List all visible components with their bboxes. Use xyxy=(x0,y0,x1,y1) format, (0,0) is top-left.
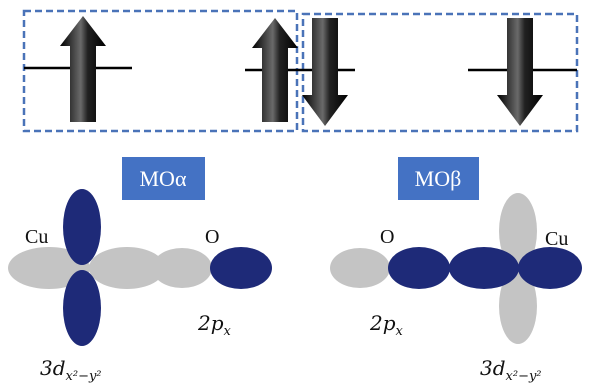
atom-label: Cu xyxy=(25,226,48,248)
orbital-label: 3dx²−y² xyxy=(40,356,102,384)
orbital-sub: x²−y² xyxy=(66,369,102,384)
orbital-sub: x xyxy=(224,324,232,339)
orbital-label: 2px xyxy=(369,311,404,339)
orbitals-left xyxy=(8,189,272,346)
orbital-label: 2px xyxy=(197,311,232,339)
orbital-main: 2p xyxy=(197,311,224,335)
orbitals-right xyxy=(330,193,582,344)
atom-label: O xyxy=(205,226,219,248)
diagram: MOα MOβ Cu O O Cu 2px 2px 3dx²−y² 3dx²−y… xyxy=(0,0,591,387)
energy-levels xyxy=(24,68,577,70)
atom-label: Cu xyxy=(545,228,568,250)
atom-label: O xyxy=(380,226,394,248)
mo-label: MOα xyxy=(140,166,187,191)
mo-label: MOβ xyxy=(415,166,462,191)
orbital-sub: x xyxy=(396,324,404,339)
orbital-main: 3d xyxy=(480,356,506,380)
orbital-label: 3dx²−y² xyxy=(480,356,542,384)
orbital-sub: x²−y² xyxy=(506,369,542,384)
spin-box xyxy=(303,14,577,131)
orbital-main: 2p xyxy=(369,311,396,335)
orbital-main: 3d xyxy=(40,356,66,380)
